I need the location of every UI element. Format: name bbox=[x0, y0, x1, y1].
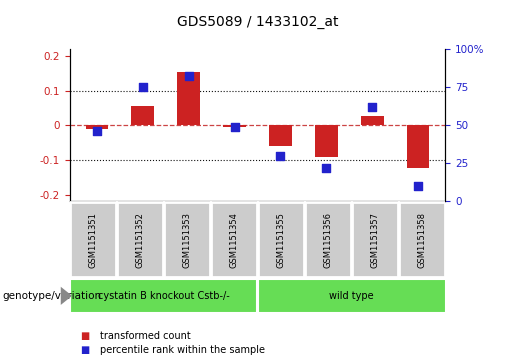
Bar bbox=[71, 202, 115, 277]
Bar bbox=[360, 115, 384, 125]
Bar bbox=[177, 72, 200, 125]
Text: GSM1151358: GSM1151358 bbox=[418, 212, 426, 268]
Text: percentile rank within the sample: percentile rank within the sample bbox=[100, 345, 265, 355]
Text: wild type: wild type bbox=[329, 291, 374, 301]
Point bbox=[414, 183, 422, 189]
Bar bbox=[223, 125, 246, 127]
Text: GDS5089 / 1433102_at: GDS5089 / 1433102_at bbox=[177, 15, 338, 29]
Point bbox=[230, 124, 238, 130]
Text: GSM1151355: GSM1151355 bbox=[277, 212, 285, 268]
Polygon shape bbox=[61, 287, 72, 305]
Bar bbox=[406, 125, 430, 167]
Bar bbox=[305, 202, 351, 277]
Text: GSM1151354: GSM1151354 bbox=[230, 212, 238, 268]
Point bbox=[139, 84, 147, 90]
Point bbox=[322, 165, 331, 171]
Bar bbox=[315, 125, 338, 158]
Text: GSM1151353: GSM1151353 bbox=[182, 212, 192, 268]
Bar bbox=[85, 125, 109, 129]
Text: ■: ■ bbox=[80, 345, 89, 355]
Text: genotype/variation: genotype/variation bbox=[3, 291, 101, 301]
Text: transformed count: transformed count bbox=[100, 331, 191, 341]
Bar bbox=[259, 202, 303, 277]
Point bbox=[277, 153, 285, 159]
Point bbox=[93, 129, 101, 134]
Bar bbox=[70, 279, 256, 313]
Text: GSM1151356: GSM1151356 bbox=[323, 212, 333, 268]
Text: ■: ■ bbox=[80, 331, 89, 341]
Bar bbox=[352, 202, 398, 277]
Text: GSM1151352: GSM1151352 bbox=[135, 212, 145, 268]
Bar bbox=[212, 202, 256, 277]
Bar bbox=[117, 202, 163, 277]
Text: GSM1151357: GSM1151357 bbox=[370, 212, 380, 268]
Bar bbox=[269, 125, 292, 146]
Bar bbox=[164, 202, 210, 277]
Text: GSM1151351: GSM1151351 bbox=[89, 212, 97, 268]
Text: cystatin B knockout Cstb-/-: cystatin B knockout Cstb-/- bbox=[98, 291, 229, 301]
Bar bbox=[259, 279, 447, 313]
Point bbox=[368, 104, 376, 110]
Point bbox=[184, 74, 193, 79]
Bar bbox=[400, 202, 444, 277]
Bar bbox=[131, 106, 154, 125]
